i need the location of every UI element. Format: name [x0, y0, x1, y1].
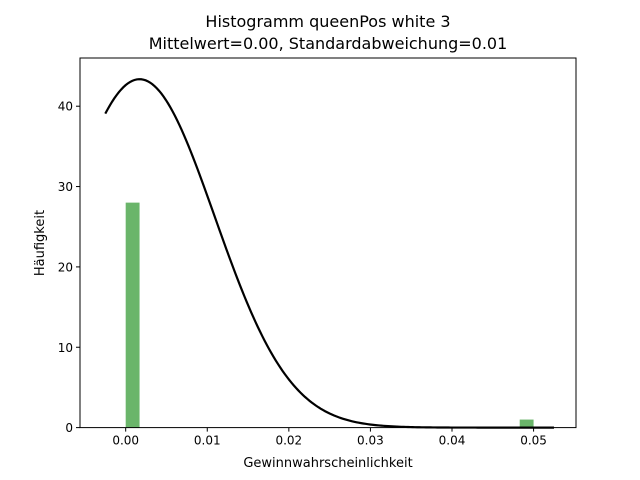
x-tick-label: 0.05 [520, 434, 547, 448]
x-tick-label: 0.03 [357, 434, 384, 448]
x-tick-label: 0.00 [112, 434, 139, 448]
x-axis-ticks: 0.00 0.01 0.02 0.03 0.04 0.05 [112, 427, 547, 448]
chart-title-line2: Mittelwert=0.00, Standardabweichung=0.01 [149, 34, 508, 53]
y-tick-label: 0 [65, 421, 73, 435]
histogram-bars [125, 202, 534, 428]
y-axis-label: Häufigkeit [33, 210, 48, 276]
x-tick-label: 0.01 [194, 434, 221, 448]
y-tick-label: 20 [58, 260, 73, 274]
plot-area-frame [79, 57, 577, 429]
y-tick-label: 10 [58, 341, 73, 355]
histogram-bar [519, 419, 534, 428]
y-tick-label: 30 [58, 180, 73, 194]
y-tick-label: 40 [58, 100, 73, 114]
chart-title-line1: Histogramm queenPos white 3 [205, 12, 450, 31]
x-tick-label: 0.04 [439, 434, 466, 448]
y-axis-ticks: 0 10 20 30 40 [58, 100, 80, 435]
x-axis-label: Gewinnwahrscheinlichkeit [243, 456, 412, 471]
histogram-bar [125, 202, 140, 428]
x-tick-label: 0.02 [275, 434, 302, 448]
